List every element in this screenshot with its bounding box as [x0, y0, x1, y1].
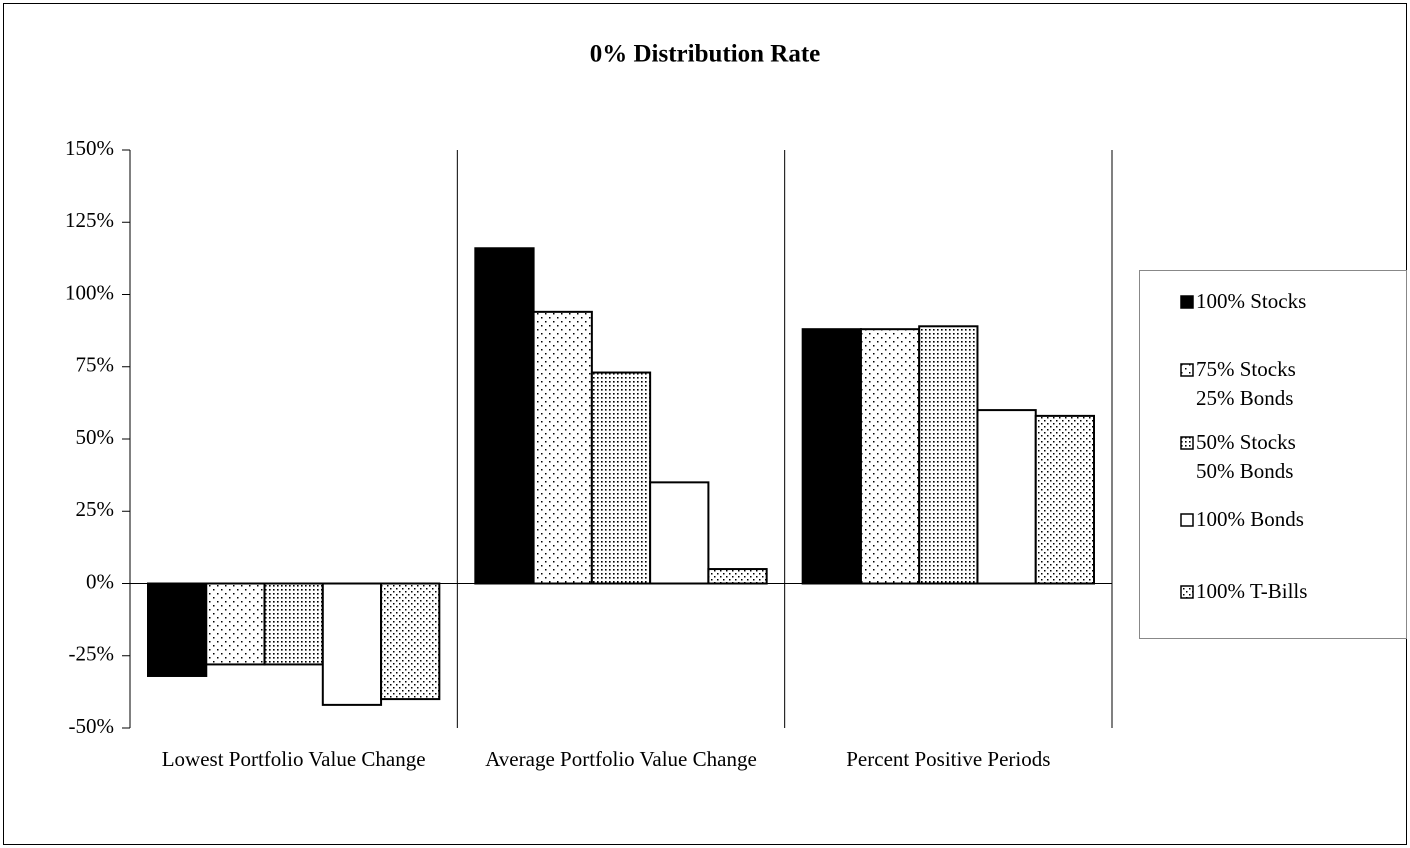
legend-swatch-rect [1180, 363, 1194, 377]
legend-swatch [1180, 436, 1194, 450]
bar [976, 409, 1037, 585]
legend: 100% Stocks 75% Stocks 25% Bonds 50% Stock… [1139, 270, 1407, 639]
legend-item: 100% Stocks [1180, 287, 1306, 316]
legend-swatch-rect [1180, 513, 1194, 527]
y-tick-label: -50% [69, 714, 115, 738]
bar [205, 582, 266, 666]
y-tick-label: 75% [76, 353, 115, 377]
bar [321, 582, 383, 706]
x-tick-label: Percent Positive Periods [846, 747, 1051, 771]
legend-item: 100% T-Bills [1180, 577, 1307, 606]
bar [263, 582, 324, 666]
legend-swatch-rect [1180, 436, 1194, 450]
bar [801, 328, 862, 585]
legend-swatch [1180, 585, 1194, 599]
legend-swatch [1180, 295, 1194, 309]
y-tick-label: 150% [65, 136, 114, 160]
legend-item: 50% Stocks 50% Bonds [1180, 428, 1296, 486]
y-tick-label: 125% [65, 208, 114, 232]
bar [859, 328, 921, 585]
bar [590, 371, 652, 585]
y-tick-label: -25% [69, 642, 115, 666]
bar [147, 582, 208, 677]
legend-swatch [1180, 513, 1194, 527]
legend-label: 100% Stocks [1196, 289, 1307, 313]
y-tick-label: 0% [86, 569, 114, 593]
legend-swatch [1180, 363, 1194, 377]
y-tick-label: 25% [76, 497, 115, 521]
legend-swatch-rect [1180, 585, 1194, 599]
y-tick-label: 100% [65, 280, 114, 304]
legend-label: 100% Bonds [1196, 507, 1304, 531]
legend-label: 75% Stocks 25% Bonds [1196, 357, 1296, 410]
bar [707, 568, 768, 585]
bar [532, 310, 593, 585]
legend-item: 75% Stocks 25% Bonds [1180, 355, 1296, 413]
bar [918, 325, 979, 585]
legend-label: 50% Stocks 50% Bonds [1196, 430, 1296, 483]
bar [380, 582, 441, 701]
bar [1034, 414, 1095, 585]
x-tick-label: Lowest Portfolio Value Change [161, 747, 426, 771]
legend-swatch-rect [1180, 295, 1194, 309]
bar [649, 481, 710, 585]
chart-title: 0% Distribution Rate [590, 41, 821, 68]
y-tick-label: 50% [76, 425, 115, 449]
legend-item: 100% Bonds [1180, 505, 1304, 534]
bar [474, 247, 535, 585]
legend-label: 100% T-Bills [1196, 579, 1308, 603]
x-tick-label: Average Portfolio Value Change [485, 747, 757, 771]
